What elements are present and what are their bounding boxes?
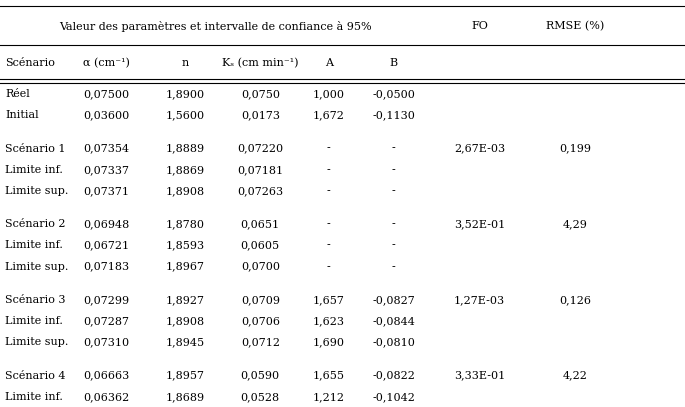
- Text: 0,07263: 0,07263: [237, 186, 284, 196]
- Text: -: -: [392, 262, 396, 271]
- Text: 1,8927: 1,8927: [166, 295, 204, 305]
- Text: -: -: [327, 144, 331, 153]
- Text: 1,5600: 1,5600: [165, 110, 205, 120]
- Text: 4,29: 4,29: [563, 219, 588, 229]
- Text: 0,03600: 0,03600: [83, 110, 129, 120]
- Text: 1,212: 1,212: [313, 392, 345, 402]
- Text: -: -: [327, 165, 331, 175]
- Text: -: -: [327, 241, 331, 250]
- Text: Limite sup.: Limite sup.: [5, 262, 69, 271]
- Text: 0,06721: 0,06721: [83, 241, 129, 250]
- Text: -0,0500: -0,0500: [373, 89, 415, 99]
- Text: Scénario 2: Scénario 2: [5, 219, 66, 229]
- Text: 1,690: 1,690: [313, 337, 345, 347]
- Text: 0,0528: 0,0528: [240, 392, 280, 402]
- Text: -0,0822: -0,0822: [373, 371, 415, 381]
- Text: -0,0810: -0,0810: [373, 337, 415, 347]
- Text: Limite inf.: Limite inf.: [5, 165, 63, 175]
- Text: 0,0590: 0,0590: [240, 371, 280, 381]
- Text: 0,0750: 0,0750: [241, 89, 279, 99]
- Text: 1,8908: 1,8908: [165, 316, 205, 326]
- Text: -0,1042: -0,1042: [373, 392, 415, 402]
- Text: Scénario 3: Scénario 3: [5, 295, 66, 305]
- Text: -0,1130: -0,1130: [373, 110, 415, 120]
- Text: 0,07299: 0,07299: [83, 295, 129, 305]
- Text: α (cm⁻¹): α (cm⁻¹): [83, 58, 129, 68]
- Text: 0,0712: 0,0712: [241, 337, 279, 347]
- Text: 0,06948: 0,06948: [83, 219, 129, 229]
- Text: Scénario: Scénario: [5, 58, 55, 68]
- Text: Scénario 4: Scénario 4: [5, 371, 66, 381]
- Text: 1,8957: 1,8957: [166, 371, 204, 381]
- Text: 1,672: 1,672: [313, 110, 345, 120]
- Text: 1,8889: 1,8889: [165, 144, 205, 153]
- Text: Limite sup.: Limite sup.: [5, 337, 69, 347]
- Text: 1,000: 1,000: [313, 89, 345, 99]
- Text: -: -: [327, 262, 331, 271]
- Text: 0,0605: 0,0605: [240, 241, 280, 250]
- Text: 1,8908: 1,8908: [165, 186, 205, 196]
- Text: 0,07500: 0,07500: [83, 89, 129, 99]
- Text: Limite sup.: Limite sup.: [5, 186, 69, 196]
- Text: 3,33E-01: 3,33E-01: [454, 371, 505, 381]
- Text: 2,67E-03: 2,67E-03: [454, 144, 505, 153]
- Text: 0,07310: 0,07310: [83, 337, 129, 347]
- Text: -: -: [392, 165, 396, 175]
- Text: Kₛ (cm min⁻¹): Kₛ (cm min⁻¹): [222, 58, 299, 68]
- Text: 0,126: 0,126: [560, 295, 591, 305]
- Text: 0,07183: 0,07183: [83, 262, 129, 271]
- Text: FO: FO: [471, 21, 488, 31]
- Text: 1,8780: 1,8780: [166, 219, 204, 229]
- Text: Réel: Réel: [5, 89, 30, 99]
- Text: 1,27E-03: 1,27E-03: [454, 295, 505, 305]
- Text: 0,06663: 0,06663: [83, 371, 129, 381]
- Text: Initial: Initial: [5, 110, 39, 120]
- Text: 1,8900: 1,8900: [165, 89, 205, 99]
- Text: 0,0173: 0,0173: [241, 110, 279, 120]
- Text: 0,199: 0,199: [560, 144, 591, 153]
- Text: Limite inf.: Limite inf.: [5, 392, 63, 402]
- Text: 0,07354: 0,07354: [83, 144, 129, 153]
- Text: 1,8945: 1,8945: [165, 337, 205, 347]
- Text: -: -: [392, 241, 396, 250]
- Text: 0,06362: 0,06362: [83, 392, 129, 402]
- Text: 1,657: 1,657: [313, 295, 345, 305]
- Text: 0,07337: 0,07337: [83, 165, 129, 175]
- Text: 0,0706: 0,0706: [241, 316, 279, 326]
- Text: A: A: [325, 58, 333, 68]
- Text: -0,0844: -0,0844: [373, 316, 415, 326]
- Text: 1,623: 1,623: [313, 316, 345, 326]
- Text: 0,0709: 0,0709: [241, 295, 279, 305]
- Text: 1,655: 1,655: [313, 371, 345, 381]
- Text: -: -: [392, 144, 396, 153]
- Text: Valeur des paramètres et intervalle de confiance à 95%: Valeur des paramètres et intervalle de c…: [59, 21, 371, 32]
- Text: -: -: [392, 219, 396, 229]
- Text: RMSE (%): RMSE (%): [546, 21, 605, 31]
- Text: Limite inf.: Limite inf.: [5, 241, 63, 250]
- Text: B: B: [390, 58, 398, 68]
- Text: 1,8593: 1,8593: [165, 241, 205, 250]
- Text: Limite inf.: Limite inf.: [5, 316, 63, 326]
- Text: 3,52E-01: 3,52E-01: [454, 219, 505, 229]
- Text: 0,07220: 0,07220: [237, 144, 284, 153]
- Text: 1,8869: 1,8869: [165, 165, 205, 175]
- Text: -0,0827: -0,0827: [373, 295, 415, 305]
- Text: 0,0700: 0,0700: [241, 262, 279, 271]
- Text: n: n: [182, 58, 188, 68]
- Text: 1,8689: 1,8689: [165, 392, 205, 402]
- Text: 1,8967: 1,8967: [166, 262, 204, 271]
- Text: 0,07287: 0,07287: [83, 316, 129, 326]
- Text: -: -: [327, 186, 331, 196]
- Text: Scénario 1: Scénario 1: [5, 144, 66, 153]
- Text: 0,0651: 0,0651: [240, 219, 280, 229]
- Text: 0,07181: 0,07181: [237, 165, 284, 175]
- Text: -: -: [327, 219, 331, 229]
- Text: 4,22: 4,22: [563, 371, 588, 381]
- Text: -: -: [392, 186, 396, 196]
- Text: 0,07371: 0,07371: [83, 186, 129, 196]
